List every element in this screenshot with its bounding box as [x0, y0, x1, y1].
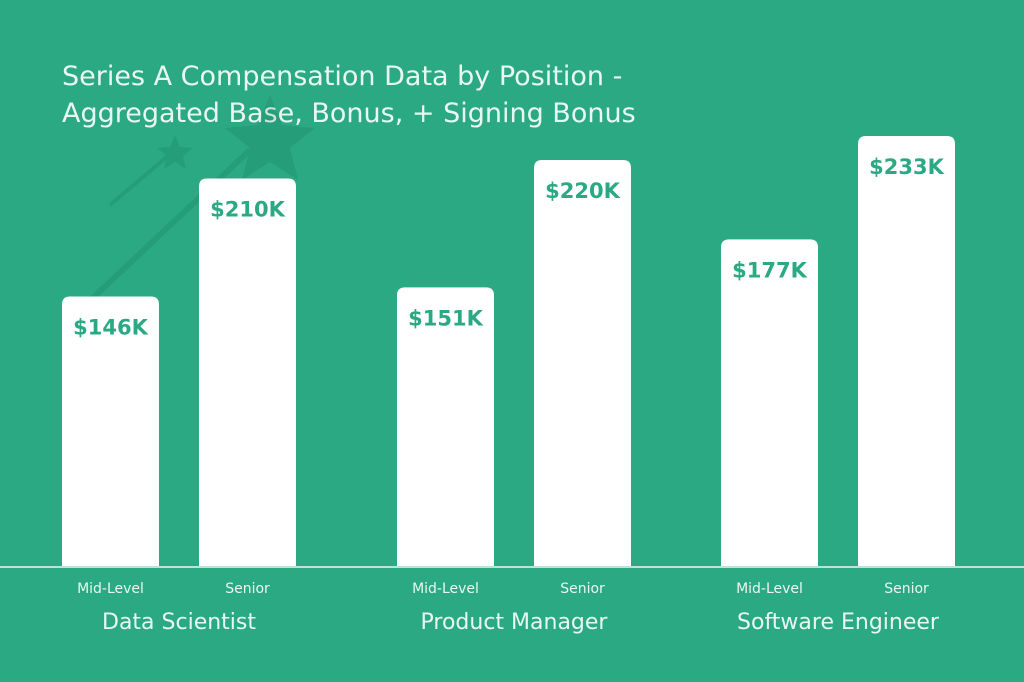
decoration — [77, 95, 315, 313]
series-label: Senior — [884, 581, 929, 597]
bar — [858, 136, 955, 566]
value-label: $146K — [73, 316, 148, 340]
value-label: $220K — [545, 179, 620, 203]
series-label: Mid-Level — [77, 581, 144, 597]
bar — [534, 159, 631, 567]
bar — [199, 178, 296, 566]
bar — [62, 296, 159, 566]
chart-title: Series A Compensation Data by Position -… — [62, 61, 636, 129]
value-label: $210K — [210, 197, 285, 221]
series-label: Mid-Level — [412, 581, 479, 597]
category-label: Data Scientist — [102, 610, 256, 635]
series-label: Mid-Level — [736, 581, 803, 597]
category-label: Software Engineer — [737, 610, 940, 635]
bar — [721, 239, 818, 566]
bar — [397, 287, 494, 566]
value-label: $233K — [869, 155, 944, 179]
series-label: Senior — [225, 581, 270, 597]
value-label: $151K — [408, 306, 483, 330]
value-label: $177K — [732, 258, 807, 282]
category-label: Product Manager — [421, 610, 609, 635]
series-label: Senior — [560, 581, 605, 597]
